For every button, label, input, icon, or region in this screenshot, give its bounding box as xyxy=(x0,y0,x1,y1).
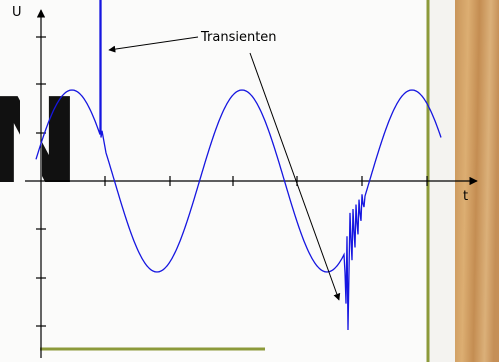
x-axis-label: t xyxy=(463,189,468,204)
screenshot: N U t Transienten xyxy=(0,0,499,362)
page: N U t Transienten (() => { const data = … xyxy=(0,0,499,362)
annotation: Transienten xyxy=(200,30,277,45)
y-axis-label: U xyxy=(12,5,22,20)
